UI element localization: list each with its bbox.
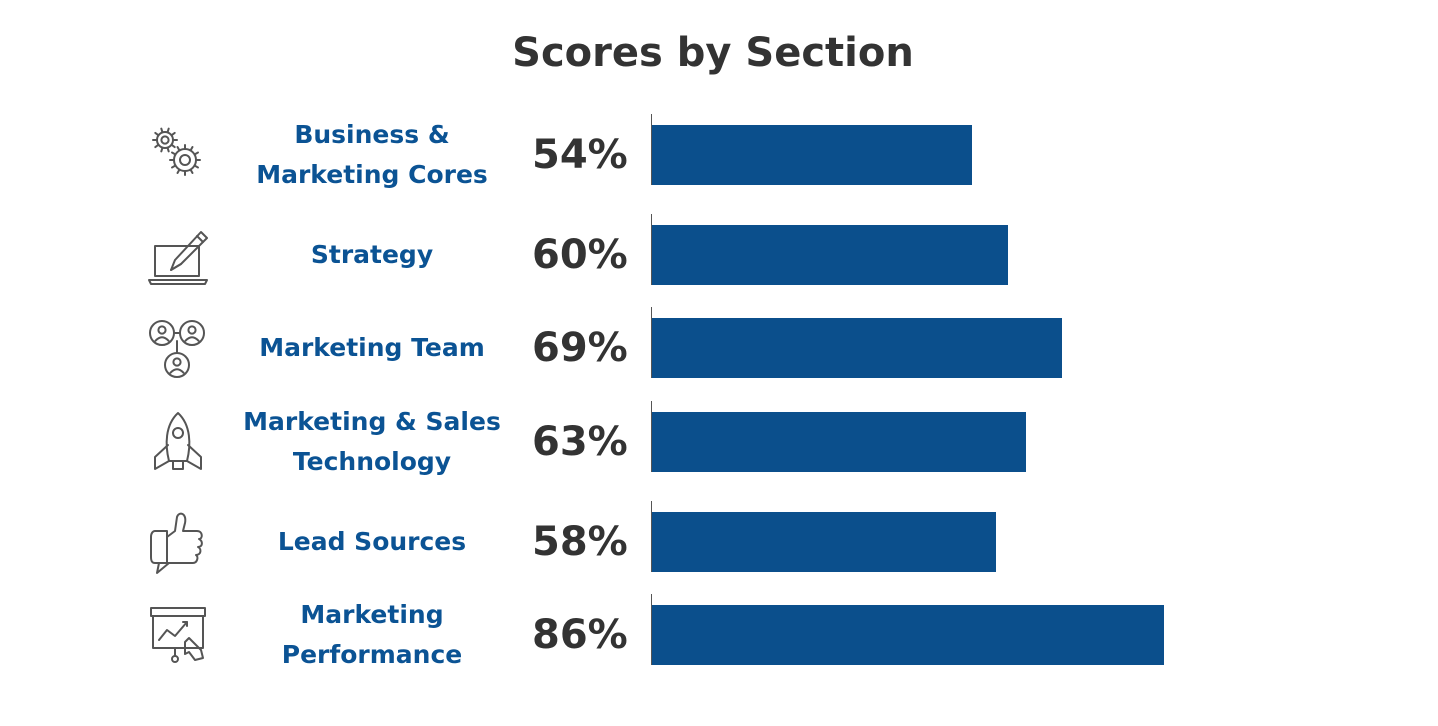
bar	[652, 318, 1062, 378]
category-label: Strategy	[310, 240, 434, 269]
chart-row: Strategy 60%	[0, 210, 1438, 300]
axis-line	[651, 214, 652, 285]
chart-row: Business & Marketing Cores 54%	[0, 110, 1438, 200]
axis-line	[651, 401, 652, 472]
axis-line	[651, 594, 652, 665]
category-label: Lead Sources	[277, 527, 467, 556]
axis-line	[651, 307, 652, 378]
value-label: 58%	[532, 519, 628, 565]
rocket-icon	[145, 409, 211, 475]
gears-icon	[145, 122, 211, 188]
category-label: Marketing & Sales Technology	[243, 407, 501, 476]
value-label: 86%	[532, 612, 628, 658]
category-label: Marketing Team	[259, 333, 485, 362]
value-label: 54%	[532, 132, 628, 178]
chart-row: Marketing & Sales Technology 63%	[0, 397, 1438, 487]
bar	[652, 225, 1008, 285]
chart-row: Lead Sources 58%	[0, 497, 1438, 587]
chart-row: Marketing Performance 86%	[0, 590, 1438, 680]
value-label: 69%	[532, 325, 628, 371]
chart-title: Scores by Section	[512, 30, 914, 76]
axis-line	[651, 114, 652, 185]
value-label: 60%	[532, 232, 628, 278]
chart-row: Marketing Team 69%	[0, 303, 1438, 393]
bar	[652, 605, 1164, 665]
thumbs-up-speech-icon	[145, 509, 211, 575]
bar	[652, 512, 996, 572]
bar	[652, 412, 1026, 472]
bar	[652, 125, 972, 185]
axis-line	[651, 501, 652, 572]
laptop-pencil-icon	[145, 222, 211, 288]
team-network-icon	[145, 315, 211, 381]
value-label: 63%	[532, 419, 628, 465]
category-label: Business & Marketing Cores	[256, 120, 488, 189]
category-label: Marketing Performance	[281, 600, 463, 669]
presentation-chart-icon	[145, 602, 211, 668]
